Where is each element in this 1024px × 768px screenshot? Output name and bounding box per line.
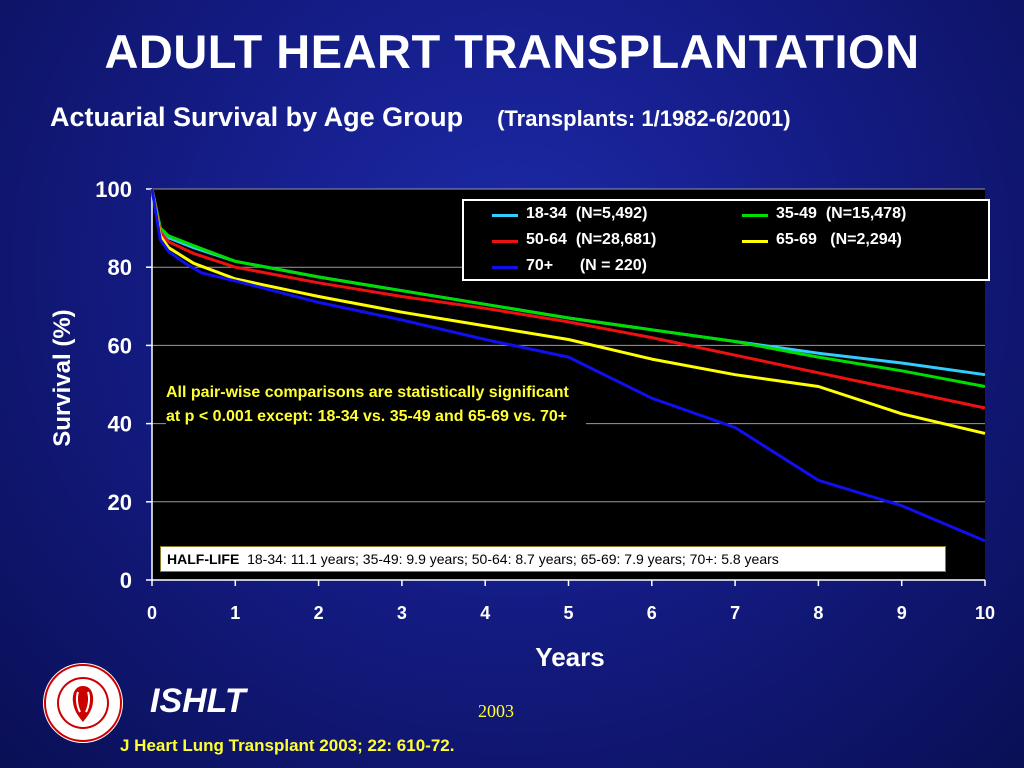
x-tick-label: 2: [314, 603, 324, 623]
x-tick-label: 0: [147, 603, 157, 623]
y-tick-label: 40: [108, 412, 132, 437]
x-tick-label: 10: [975, 603, 995, 623]
x-tick-label: 9: [897, 603, 907, 623]
y-tick-label: 60: [108, 333, 132, 358]
significance-annotation: All pair-wise comparisons are statistica…: [166, 381, 586, 429]
org-name: ISHLT: [150, 682, 246, 720]
legend-label: 35-49 (N=15,478): [776, 205, 907, 222]
x-axis-title: Years: [535, 642, 605, 672]
x-tick-label: 1: [230, 603, 240, 623]
series-line: [150, 188, 986, 543]
legend-swatch: [492, 266, 518, 269]
subtitle-main: Actuarial Survival by Age Group: [50, 102, 464, 132]
series-line: [150, 188, 986, 388]
legend-label: 70+ (N = 220): [526, 257, 647, 274]
half-life-text: 18-34: 11.1 years; 35-49: 9.9 years; 50-…: [247, 551, 779, 567]
half-life-label: HALF-LIFE: [167, 551, 240, 567]
subtitle-range: (Transplants: 1/1982-6/2001): [497, 106, 791, 131]
legend-label: 65-69 (N=2,294): [776, 231, 902, 248]
legend-swatch: [492, 214, 518, 217]
series-line: [150, 188, 986, 410]
half-life-box: HALF-LIFE 18-34: 11.1 years; 35-49: 9.9 …: [160, 546, 946, 572]
slide-title: ADULT HEART TRANSPLANTATION: [104, 25, 920, 78]
legend-swatch: [742, 214, 768, 217]
x-tick-label: 8: [813, 603, 823, 623]
x-tick-label: 5: [563, 603, 573, 623]
legend-label: 18-34 (N=5,492): [526, 205, 648, 222]
x-tick-label: 3: [397, 603, 407, 623]
legend-swatch: [492, 240, 518, 243]
series-line: [150, 188, 986, 435]
legend-label: 50-64 (N=28,681): [526, 231, 657, 248]
ishlt-logo: [43, 663, 123, 743]
citation: J Heart Lung Transplant 2003; 22: 610-72…: [120, 736, 455, 755]
y-axis-title: Survival (%): [49, 309, 76, 447]
legend-swatch: [742, 240, 768, 243]
x-tick-label: 7: [730, 603, 740, 623]
slide-subtitle: Actuarial Survival by Age Group (Transpla…: [50, 102, 791, 133]
y-tick-label: 100: [95, 177, 132, 202]
year-label: 2003: [478, 701, 514, 721]
x-tick-label: 4: [480, 603, 490, 623]
y-tick-label: 0: [120, 568, 132, 593]
x-tick-label: 6: [647, 603, 657, 623]
y-tick-label: 20: [108, 490, 132, 515]
chart-legend: 18-34 (N=5,492) 35-49 (N=15,478) 50-64 (N=…: [462, 199, 990, 281]
y-tick-label: 80: [108, 255, 132, 280]
